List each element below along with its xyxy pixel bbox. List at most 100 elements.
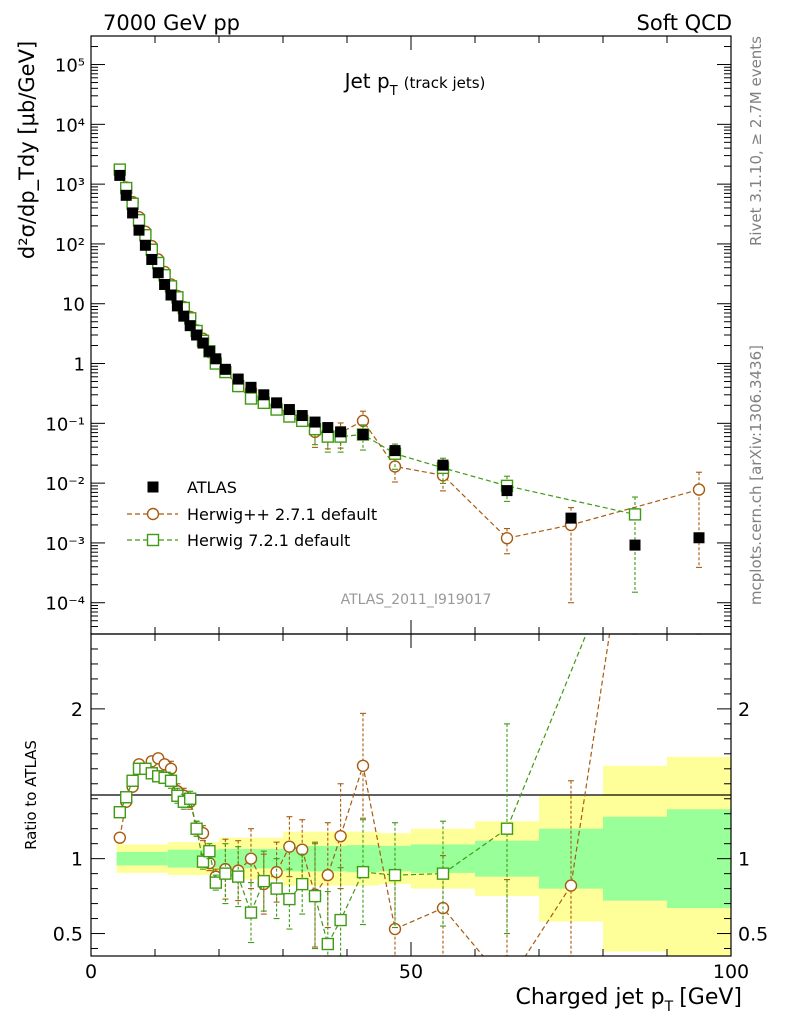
rivet-version-text: Rivet 3.1.10, ≥ 2.7M events [747, 36, 765, 246]
analysis-id: ATLAS_2011_I919017 [341, 592, 492, 608]
ratio-y-tick-label: 0.5 [53, 924, 83, 946]
upper-y-tick-label: 10 [62, 295, 85, 316]
upper-point-atlas [146, 253, 158, 265]
lower-axis-ticks: 0.5 0.5 1 1 2 2 0 50 100 [53, 634, 768, 983]
ratio-point-herwigpp [244, 852, 258, 865]
ratio-point-herwig7 [334, 913, 347, 927]
upper-point-atlas [139, 239, 151, 251]
upper-y-axis-label: d²σ/dp_Tdy [μb/GeV] [15, 41, 40, 259]
upper-point-atlas [629, 539, 641, 551]
ratio-point-herwigpp [564, 879, 578, 892]
upper-y-tick-label: 1 [74, 355, 85, 376]
ratio-point-herwig7 [270, 882, 283, 895]
main-title-extra: (track jets) [404, 74, 486, 92]
legend-label-herwig7: Herwig 7.2.1 default [187, 531, 350, 550]
ratio-point-herwig7 [257, 874, 270, 888]
upper-series-atlas [114, 169, 705, 551]
ratio-point-herwigpp [356, 759, 370, 772]
ratio-series-herwig7 [113, 633, 638, 957]
upper-point-herwigpp [500, 531, 514, 545]
upper-y-tick-label: 10² [55, 235, 85, 256]
upper-point-atlas [322, 422, 334, 434]
x-tick-label: 50 [399, 961, 423, 983]
ratio-uncertainty-bands [116, 756, 732, 956]
upper-y-tick-label: 10⁻¹ [45, 414, 85, 435]
upper-point-herwig7 [628, 508, 642, 521]
upper-point-atlas [232, 373, 244, 385]
upper-data-marks [113, 163, 706, 604]
upper-point-atlas [191, 329, 203, 341]
ratio-band-inner [603, 816, 668, 901]
ratio-y-tick-label-right: 2 [738, 699, 750, 721]
x-axis-label-sub: T [664, 999, 674, 1015]
upper-point-atlas [171, 300, 183, 312]
upper-point-atlas [159, 278, 171, 290]
upper-point-atlas [437, 459, 449, 471]
ratio-point-herwig7 [164, 774, 178, 787]
upper-point-atlas [120, 189, 132, 201]
legend-marker-atlas [147, 481, 159, 493]
ratio-point-herwig7 [500, 822, 514, 835]
upper-point-atlas [114, 169, 126, 181]
x-tick-label: 0 [85, 961, 97, 983]
ratio-point-herwig7 [321, 937, 334, 951]
ratio-point-herwig7 [308, 889, 322, 903]
upper-y-tick-label: 10⁻³ [45, 534, 85, 555]
ratio-point-herwig7 [388, 868, 402, 882]
ratio-point-herwig7 [356, 865, 370, 879]
upper-point-atlas [309, 416, 321, 428]
ratio-point-herwigpp [334, 829, 347, 843]
ratio-y-tick-label: 2 [71, 699, 83, 721]
ratio-y-tick-label: 1 [71, 849, 83, 871]
upper-y-tick-label: 10⁵ [55, 56, 85, 77]
ratio-point-herwig7 [113, 806, 127, 819]
upper-point-atlas [203, 345, 215, 357]
ratio-y-tick-label-right: 1 [738, 849, 750, 871]
ratio-band-inner [116, 851, 169, 866]
ratio-point-herwig7 [119, 791, 133, 804]
header-left-text: 7000 GeV pp [103, 11, 240, 35]
upper-point-atlas [357, 429, 369, 441]
ratio-point-herwig7 [183, 792, 197, 805]
legend-marker-herwigpp [146, 507, 160, 521]
upper-y-tick-label: 10⁻² [45, 474, 85, 495]
upper-point-atlas [127, 207, 139, 219]
upper-y-tick-label: 10³ [55, 175, 85, 196]
legend-label-atlas: ATLAS [187, 478, 237, 497]
upper-point-atlas [389, 445, 401, 457]
upper-point-atlas [178, 310, 190, 322]
ratio-point-herwigpp [296, 843, 309, 856]
legend: ATLAS Herwig++ 2.7.1 default Herwig 7.2.1 … [127, 478, 377, 550]
upper-point-atlas [210, 353, 222, 365]
header-right-text: Soft QCD [637, 11, 732, 35]
upper-point-atlas [693, 532, 705, 544]
upper-point-atlas [565, 512, 577, 524]
lower-y-axis-label: Ratio to ATLAS [22, 740, 40, 850]
ratio-point-herwig7 [219, 867, 232, 880]
ratio-point-herwigpp [321, 868, 334, 882]
upper-point-atlas [133, 224, 145, 236]
upper-plot: 10⁻⁴ 10⁻³ 10⁻² 10⁻¹ 1 10 10² 10³ 10⁴ 10⁵ Jet pT (t… [15, 35, 732, 635]
upper-y-tick-label: 10⁴ [55, 115, 85, 136]
ratio-point-herwig7 [209, 876, 223, 889]
ratio-point-herwigpp [113, 831, 127, 844]
upper-point-atlas [271, 397, 283, 409]
main-title-text: Jet p [343, 69, 390, 93]
lower-data-marks [113, 633, 702, 957]
upper-point-atlas [197, 337, 209, 349]
upper-point-atlas [501, 485, 513, 497]
ratio-point-herwig7 [196, 855, 210, 868]
ratio-point-herwig7 [190, 822, 203, 835]
legend-marker-herwig7 [146, 533, 160, 547]
ratio-point-herwig7 [283, 892, 296, 906]
lower-ratio-plot: 0.5 0.5 1 1 2 2 0 50 100 Ratio to ATLAS Charged … [22, 633, 768, 1015]
upper-point-atlas [335, 426, 347, 438]
main-title-sub: T [389, 84, 398, 99]
upper-axis-ticks: 10⁻⁴ 10⁻³ 10⁻² 10⁻¹ 1 10 10² 10³ 10⁴ 10⁵ [45, 35, 732, 635]
upper-point-atlas [296, 410, 308, 422]
x-axis-label: Charged jet pT [GeV] [515, 985, 742, 1015]
ratio-point-herwig7 [126, 774, 139, 787]
upper-y-tick-label: 10⁻⁴ [45, 594, 85, 615]
ratio-point-herwig7 [296, 877, 309, 891]
